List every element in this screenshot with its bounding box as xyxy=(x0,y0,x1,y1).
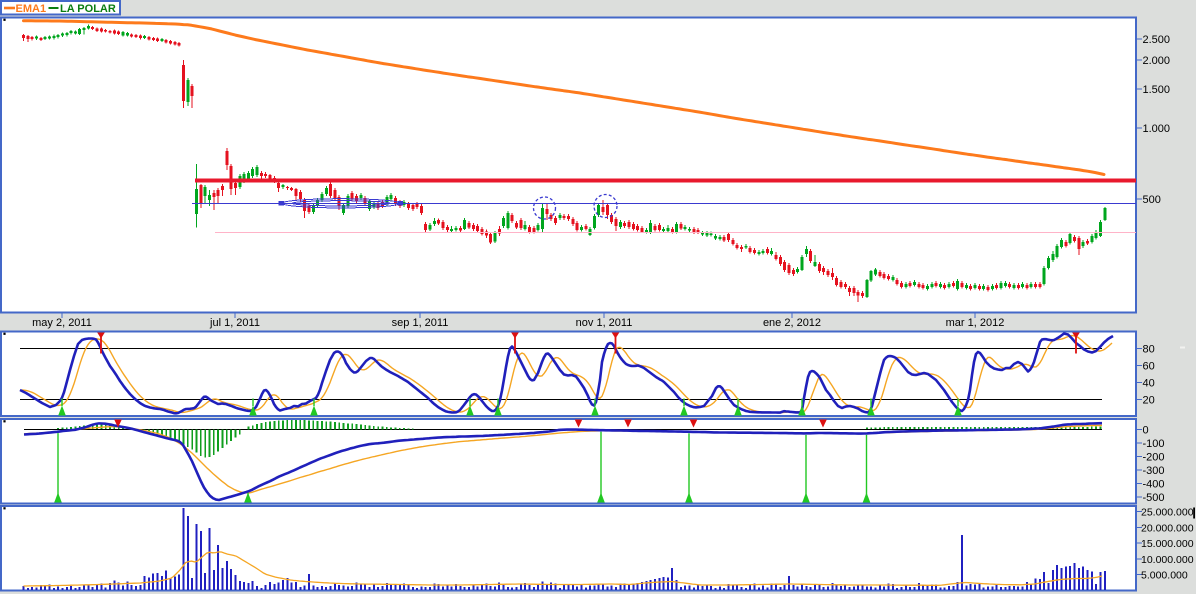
svg-text:25.000.000: 25.000.000 xyxy=(1141,507,1194,519)
svg-text:mar 1, 2012: mar 1, 2012 xyxy=(946,317,1005,329)
svg-text:15.000.000: 15.000.000 xyxy=(1141,538,1194,550)
svg-text:5.000.000: 5.000.000 xyxy=(1141,570,1188,582)
svg-text:40: 40 xyxy=(1143,378,1155,390)
svg-text:1.000: 1.000 xyxy=(1143,123,1171,135)
svg-text:sep 1, 2011: sep 1, 2011 xyxy=(392,317,449,329)
svg-text:EMA1: EMA1 xyxy=(16,3,47,15)
svg-text:-300: -300 xyxy=(1143,465,1165,477)
svg-text:80: 80 xyxy=(1143,344,1155,356)
svg-text:20: 20 xyxy=(1143,395,1155,407)
svg-text:20.000.000: 20.000.000 xyxy=(1141,522,1194,534)
svg-text:60: 60 xyxy=(1143,361,1155,373)
svg-text:LA POLAR: LA POLAR xyxy=(60,3,116,15)
svg-text:2.500: 2.500 xyxy=(1143,34,1171,46)
svg-text:-200: -200 xyxy=(1143,452,1165,464)
svg-text:may 2, 2011: may 2, 2011 xyxy=(32,317,92,329)
svg-text:ene 2, 2012: ene 2, 2012 xyxy=(763,317,821,329)
svg-text:-100: -100 xyxy=(1143,438,1165,450)
svg-text:jul 1, 2011: jul 1, 2011 xyxy=(209,317,260,329)
svg-text:10.000.000: 10.000.000 xyxy=(1141,554,1194,566)
svg-text:2.000: 2.000 xyxy=(1143,55,1171,67)
svg-text:500: 500 xyxy=(1143,194,1161,206)
svg-text:-500: -500 xyxy=(1143,492,1165,504)
svg-text:-400: -400 xyxy=(1143,479,1165,491)
svg-text:0: 0 xyxy=(1143,425,1149,437)
svg-text:nov 1, 2011: nov 1, 2011 xyxy=(576,317,633,329)
svg-text:1.500: 1.500 xyxy=(1143,84,1171,96)
